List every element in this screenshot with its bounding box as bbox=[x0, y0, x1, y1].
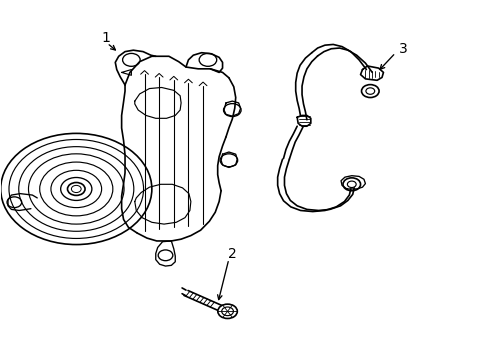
Text: 3: 3 bbox=[398, 42, 407, 56]
Circle shape bbox=[67, 183, 85, 195]
Circle shape bbox=[217, 304, 237, 319]
Text: 2: 2 bbox=[227, 247, 236, 261]
Text: 1: 1 bbox=[101, 31, 110, 45]
